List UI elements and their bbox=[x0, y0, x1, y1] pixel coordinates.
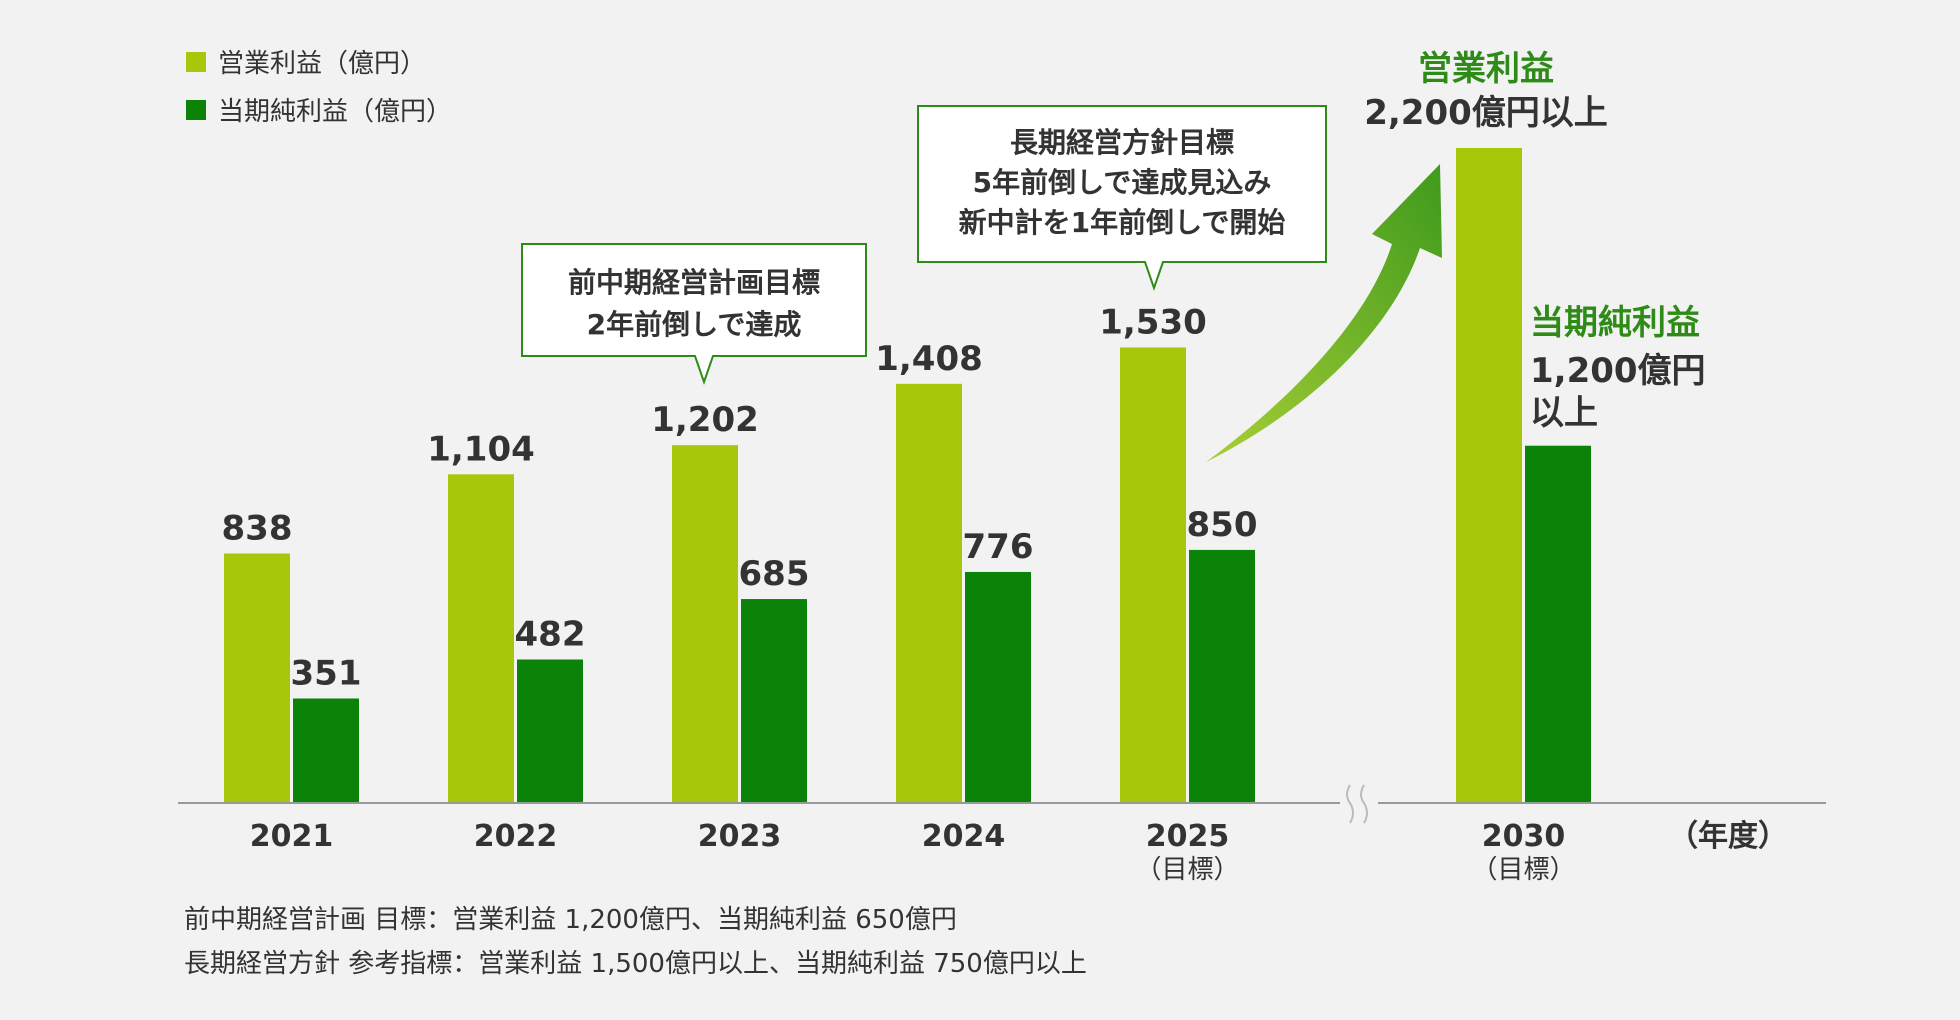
axis-break-mark bbox=[1346, 784, 1368, 824]
bar-net-profit-2022 bbox=[517, 659, 583, 803]
callout-previous-plan: 前中期経営計画目標 2年前倒しで達成 bbox=[521, 243, 867, 386]
target-operating-profit-title: 営業利益 bbox=[1418, 49, 1554, 89]
value-label-operating-profit-2023: 1,202 bbox=[651, 400, 759, 440]
bar-net-profit-2025 bbox=[1189, 549, 1255, 803]
bar-operating-profit-2030 bbox=[1456, 148, 1522, 803]
target-net-profit-value-line-1: 1,200億円 bbox=[1530, 351, 1706, 391]
tick-label-2024: 2024 bbox=[922, 819, 1006, 854]
callout-long-term-policy-line-2: 5年前倒しで達成見込み bbox=[973, 166, 1272, 199]
value-label-net-profit-2023: 685 bbox=[739, 554, 810, 594]
bar-net-profit-2023 bbox=[741, 599, 807, 803]
callout-long-term-policy-line-1: 長期経営方針目標 bbox=[1010, 126, 1234, 159]
target-net-profit-value-line-2: 以上 bbox=[1530, 393, 1598, 433]
value-label-operating-profit-2025: 1,530 bbox=[1099, 302, 1207, 342]
bar-operating-profit-2024 bbox=[896, 383, 962, 803]
callout-long-term-policy-box bbox=[917, 105, 1327, 292]
tick-label-2025: 2025 bbox=[1146, 819, 1230, 854]
legend-label-net-profit: 当期純利益（億円） bbox=[218, 97, 452, 127]
value-label-net-profit-2021: 351 bbox=[291, 653, 362, 693]
tick-sublabel-2025: （目標） bbox=[1135, 855, 1239, 885]
bar-net-profit-2021 bbox=[293, 698, 359, 803]
bar-operating-profit-2021 bbox=[224, 553, 290, 803]
bar-operating-profit-2023 bbox=[672, 445, 738, 803]
target-operating-profit-value: 2,200億円以上 bbox=[1364, 93, 1608, 133]
callout-previous-plan-line-2: 2年前倒しで達成 bbox=[587, 308, 802, 341]
value-label-operating-profit-2021: 838 bbox=[222, 509, 293, 549]
legend: 営業利益（億円） 当期純利益（億円） bbox=[186, 49, 452, 127]
value-label-net-profit-2022: 482 bbox=[515, 614, 586, 654]
bar-net-profit-2024 bbox=[965, 571, 1031, 803]
tick-label-2023: 2023 bbox=[698, 819, 782, 854]
tick-label-2021: 2021 bbox=[250, 819, 334, 854]
bar-net-profit-2030 bbox=[1525, 445, 1591, 803]
bars-group bbox=[224, 148, 1591, 803]
value-label-operating-profit-2024: 1,408 bbox=[875, 339, 983, 379]
legend-label-operating-profit: 営業利益（億円） bbox=[218, 49, 426, 79]
footnote-long-term-policy: 長期経営方針 参考指標：営業利益 1,500億円以上、当期純利益 750億円以上 bbox=[184, 949, 1087, 979]
value-labels-group: 838 351 1,104 482 1,202 685 1,408 776 1,530 850 bbox=[222, 302, 1258, 693]
tick-sublabel-2030: （目標） bbox=[1471, 855, 1575, 885]
bar-operating-profit-2025 bbox=[1120, 347, 1186, 803]
x-axis-unit-label: （年度） bbox=[1668, 819, 1788, 854]
tick-label-2030: 2030 bbox=[1482, 819, 1566, 854]
legend-swatch-operating-profit bbox=[186, 52, 206, 72]
value-label-net-profit-2025: 850 bbox=[1187, 505, 1258, 545]
tick-label-2022: 2022 bbox=[474, 819, 558, 854]
callout-previous-plan-box bbox=[521, 243, 867, 386]
bar-operating-profit-2022 bbox=[448, 474, 514, 803]
footnote-previous-plan: 前中期経営計画 目標：営業利益 1,200億円、当期純利益 650億円 bbox=[184, 905, 957, 935]
value-label-operating-profit-2022: 1,104 bbox=[427, 429, 535, 469]
value-label-net-profit-2024: 776 bbox=[963, 527, 1034, 567]
legend-swatch-net-profit bbox=[186, 100, 206, 120]
tick-labels-group: 2021 2022 2023 2024 2025（目標）2030（目標） bbox=[250, 819, 1576, 885]
callout-previous-plan-line-1: 前中期経営計画目標 bbox=[568, 266, 820, 299]
callout-long-term-policy: 長期経営方針目標 5年前倒しで達成見込み 新中計を1年前倒しで開始 bbox=[917, 105, 1327, 292]
target-net-profit-title: 当期純利益 bbox=[1530, 303, 1700, 343]
growth-arrow-icon bbox=[1206, 164, 1442, 462]
callout-long-term-policy-line-3: 新中計を1年前倒しで開始 bbox=[959, 206, 1286, 239]
